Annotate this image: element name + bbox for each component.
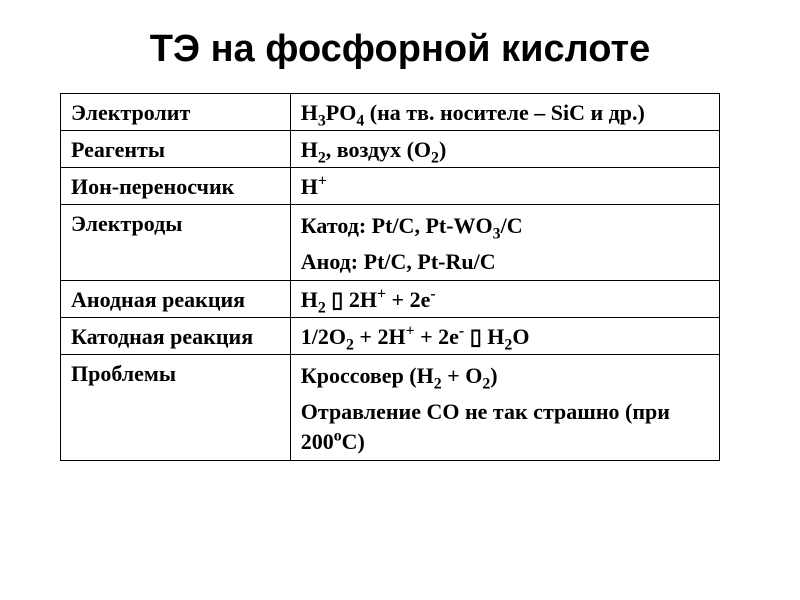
row-label: Электролит: [61, 94, 291, 131]
row-value: Кроссовер (H2 + O2) Отравление CO не так …: [290, 355, 719, 461]
row-value-line: Анод: Pt/C, Pt-Ru/C: [301, 247, 709, 277]
table-row: Анодная реакцияH2 ▯ 2H+ + 2e-: [61, 281, 720, 318]
row-label: Ион-переносчик: [61, 168, 291, 205]
row-label: Электроды: [61, 205, 291, 281]
row-value-line: Отравление CO не так страшно (при 200oC): [301, 397, 709, 456]
page-title: ТЭ на фосфорной кислоте: [42, 28, 758, 71]
table-row: ЭлектролитH3PO4 (на тв. носителе – SiC и…: [61, 94, 720, 131]
table-row: Катодная реакция1/2O2 + 2H+ + 2e- ▯ H2O: [61, 318, 720, 355]
table-row: Электроды Катод: Pt/C, Pt-WO3/C Анод: Pt/C…: [61, 205, 720, 281]
row-value: H2, воздух (O2): [290, 131, 719, 168]
row-label: Катодная реакция: [61, 318, 291, 355]
properties-table: ЭлектролитH3PO4 (на тв. носителе – SiC и…: [60, 93, 720, 461]
slide: ТЭ на фосфорной кислоте ЭлектролитH3PO4 …: [0, 0, 800, 461]
table-row: Проблемы Кроссовер (H2 + O2) Отравление CO…: [61, 355, 720, 461]
row-value-line: Кроссовер (H2 + O2): [301, 361, 709, 391]
table-row: РеагентыH2, воздух (O2): [61, 131, 720, 168]
row-label: Анодная реакция: [61, 281, 291, 318]
row-value: H3PO4 (на тв. носителе – SiC и др.): [290, 94, 719, 131]
row-label: Реагенты: [61, 131, 291, 168]
row-value: 1/2O2 + 2H+ + 2e- ▯ H2O: [290, 318, 719, 355]
row-value: Катод: Pt/C, Pt-WO3/C Анод: Pt/C, Pt-Ru/C: [290, 205, 719, 281]
row-label: Проблемы: [61, 355, 291, 461]
row-value: H+: [290, 168, 719, 205]
table-row: Ион-переносчикH+: [61, 168, 720, 205]
row-value: H2 ▯ 2H+ + 2e-: [290, 281, 719, 318]
table-body: ЭлектролитH3PO4 (на тв. носителе – SiC и…: [61, 94, 720, 461]
row-value-line: Катод: Pt/C, Pt-WO3/C: [301, 211, 709, 241]
